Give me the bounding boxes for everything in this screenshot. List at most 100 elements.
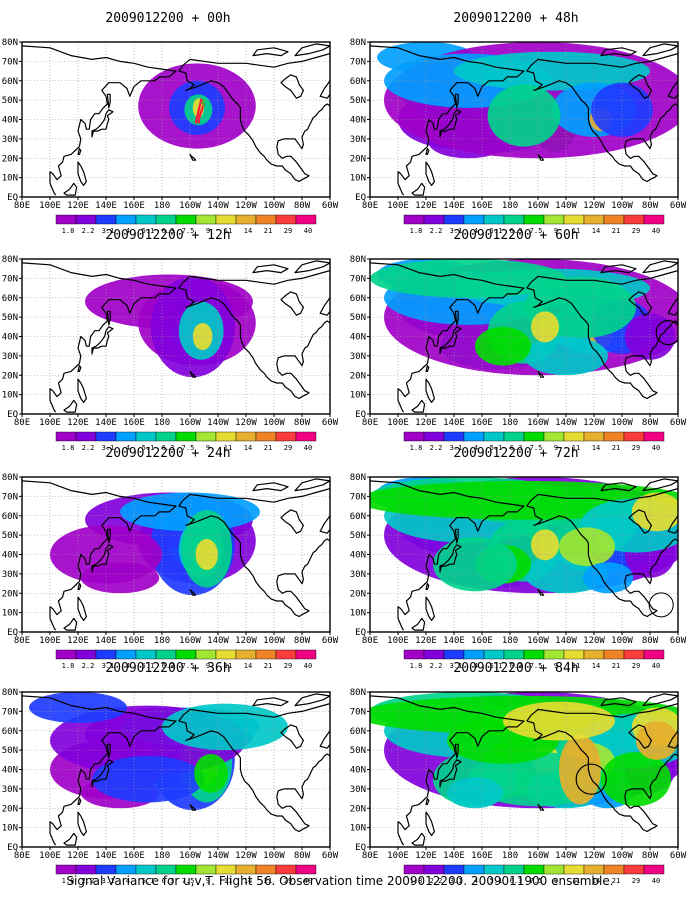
colorbar-label: 1.8 (410, 227, 423, 235)
lon-tick-label: 140E (443, 636, 465, 646)
coastline (294, 693, 330, 707)
colorbar-swatch (215, 214, 237, 225)
coastline (642, 478, 678, 492)
variance-contour (487, 84, 561, 147)
lat-tick-label: 50N (2, 313, 18, 323)
variance-contour (531, 311, 559, 343)
coastline (667, 515, 678, 534)
coastline (178, 505, 330, 618)
colorbar-swatch (563, 431, 585, 442)
lon-tick-label: 100W (263, 201, 285, 211)
lat-tick-label: 80N (350, 38, 366, 48)
lon-tick-label: 100W (263, 851, 285, 861)
lon-tick-label: 60W (670, 201, 687, 211)
colorbar-swatch (235, 864, 257, 875)
colorbar-label: 4 (474, 227, 478, 235)
colorbar-swatch (275, 431, 297, 442)
colorbar-swatch (175, 214, 197, 225)
colorbar-label: 14 (592, 444, 600, 452)
map-body (370, 692, 678, 847)
map-body (370, 42, 678, 197)
colorbar-label: 7.5 (530, 227, 543, 235)
colorbar-swatch (563, 214, 585, 225)
colorbar-swatch (463, 431, 485, 442)
coastlines (22, 260, 330, 413)
map-panel-p12: 2009012200 + 12h 80E 100E 120E 140E 160E 180 16… (2, 228, 339, 452)
panel-title: 2009012200 + 12h (105, 228, 230, 243)
colorbar-label: 9 (554, 662, 558, 670)
panel-title: 2009012200 + 48h (453, 11, 578, 26)
colorbar-swatch (463, 214, 485, 225)
lat-tick-label: EQ (355, 628, 366, 638)
lon-tick-label: 180 (502, 201, 518, 211)
target-circle (648, 592, 674, 618)
colorbar-swatch (443, 214, 465, 225)
colorbar-swatch (603, 214, 625, 225)
colorbar-swatch (543, 214, 565, 225)
colorbar-swatch (623, 431, 645, 442)
colorbar-swatch (423, 649, 445, 660)
colorbar-swatch (215, 431, 237, 442)
coastline (454, 743, 459, 759)
coastline (294, 260, 330, 274)
coastlines (22, 693, 330, 846)
coastline (294, 478, 330, 492)
colorbar-swatch (295, 864, 317, 875)
colorbar-label: 2.2 (82, 444, 95, 452)
lon-tick-label: 80E (362, 636, 378, 646)
lon-tick-label: 80E (362, 851, 378, 861)
colorbar-swatch (563, 649, 585, 660)
coastlines (370, 693, 678, 846)
colorbar-swatch (603, 431, 625, 442)
colorbar-swatch (623, 214, 645, 225)
map-body (22, 692, 330, 847)
colorbar-label: 29 (284, 877, 292, 885)
lat-tick-label: 60N (2, 512, 18, 522)
colorbar-swatch (235, 214, 257, 225)
colorbar-label: 29 (632, 444, 640, 452)
colorbar-swatch (295, 431, 317, 442)
colorbar-label: 4 (126, 662, 130, 670)
colorbar-swatch (135, 431, 157, 442)
coastline (77, 148, 82, 155)
lon-tick-label: 160W (527, 636, 549, 646)
colorbar-label: 2.2 (430, 444, 443, 452)
coastline (252, 264, 289, 274)
coastline (106, 528, 111, 544)
lat-tick-label: EQ (355, 410, 366, 420)
colorbar-label: 40 (304, 444, 312, 452)
lat-tick-label: 70N (350, 274, 366, 284)
figure-caption: Signal Variance for u,v,T. Flight 56. Ob… (66, 874, 613, 888)
colorbar-swatch (75, 864, 97, 875)
colorbar-swatch (95, 649, 117, 660)
coastline (106, 310, 111, 326)
colorbar-label: 6.3 (510, 444, 523, 452)
colorbar-swatch (115, 649, 137, 660)
coastline (642, 693, 678, 707)
colorbar-label: 29 (284, 444, 292, 452)
colorbar-swatch (295, 649, 317, 660)
colorbar-label: 4 (474, 877, 478, 885)
lon-tick-label: 160W (179, 201, 201, 211)
lon-tick-label: 100W (611, 201, 633, 211)
lat-tick-label: EQ (7, 843, 18, 853)
lat-tick-label: EQ (7, 628, 18, 638)
colorbar-swatch (523, 431, 545, 442)
colorbar-label: 11 (224, 227, 232, 235)
coastline (319, 730, 330, 749)
colorbar-swatch (195, 431, 217, 442)
colorbar-swatch (463, 649, 485, 660)
coastline (628, 74, 652, 99)
colorbar-label: 2.2 (430, 877, 443, 885)
map-panel-p48: 2009012200 + 48h 80E 100E 120E 140E 160E 180 16… (350, 11, 687, 235)
lat-tick-label: 30N (2, 785, 18, 795)
lon-tick-label: 80E (14, 851, 30, 861)
variance-contour (601, 752, 671, 807)
colorbar-label: 6.3 (162, 444, 175, 452)
colorbar-swatch (155, 214, 177, 225)
lat-tick-label: 50N (2, 96, 18, 106)
coastline (280, 74, 304, 99)
lon-tick-label: 100E (387, 201, 409, 211)
colorbar-label: 2.2 (430, 662, 443, 670)
colorbar-label: 6.3 (510, 662, 523, 670)
